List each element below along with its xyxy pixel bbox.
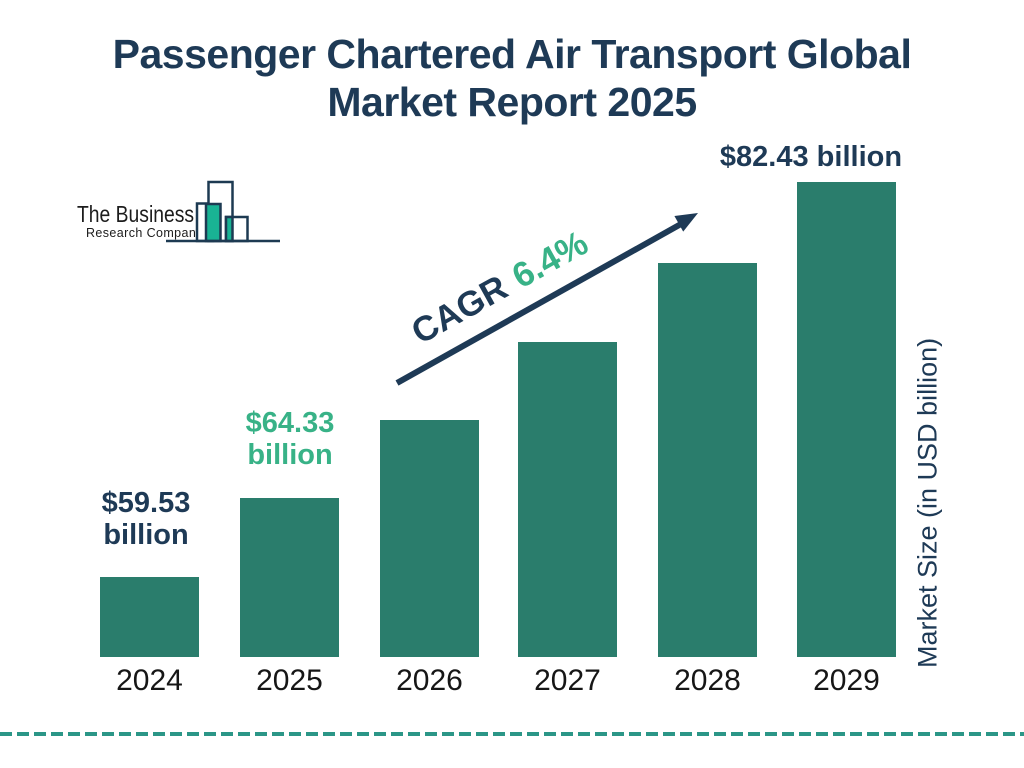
- bottom-dashed-line: [0, 732, 1024, 736]
- x-tick-2025: 2025: [256, 664, 323, 697]
- bar-2024: [100, 577, 199, 657]
- value-label-2029-amount: $82.43 billion: [719, 141, 903, 173]
- x-tick-2028: 2028: [674, 664, 741, 697]
- value-label-2024-amount: $59.53: [101, 487, 191, 519]
- value-label-2029: $82.43 billion: [701, 141, 921, 173]
- page-title-line2: Market Report 2025: [327, 79, 697, 125]
- bar-2029: [797, 182, 896, 657]
- bar-2025: [240, 498, 339, 657]
- page-title: Passenger Chartered Air Transport Global…: [0, 30, 1024, 126]
- x-tick-2026: 2026: [396, 664, 463, 697]
- y-axis-label: Market Size (in USD billion): [912, 337, 943, 668]
- value-label-2025-unit: billion: [247, 439, 333, 471]
- growth-arrow-icon: [395, 213, 698, 386]
- x-tick-2024: 2024: [116, 664, 183, 697]
- logo-bars-icon: [166, 180, 280, 243]
- value-label-2025: $64.33 billion: [180, 407, 400, 471]
- logo-text-line1: The Business: [77, 201, 195, 227]
- value-label-2025-amount: $64.33: [245, 407, 335, 439]
- bar-2027: [518, 342, 617, 657]
- page-title-line1: Passenger Chartered Air Transport Global: [112, 31, 912, 77]
- bar-2026: [380, 420, 479, 657]
- x-tick-2027: 2027: [534, 664, 601, 697]
- value-label-2024: $59.53 billion: [36, 487, 256, 551]
- x-tick-2029: 2029: [813, 664, 880, 697]
- logo-text-line2: Research Company: [86, 226, 203, 240]
- value-label-2024-unit: billion: [103, 519, 189, 551]
- bar-2028: [658, 263, 757, 657]
